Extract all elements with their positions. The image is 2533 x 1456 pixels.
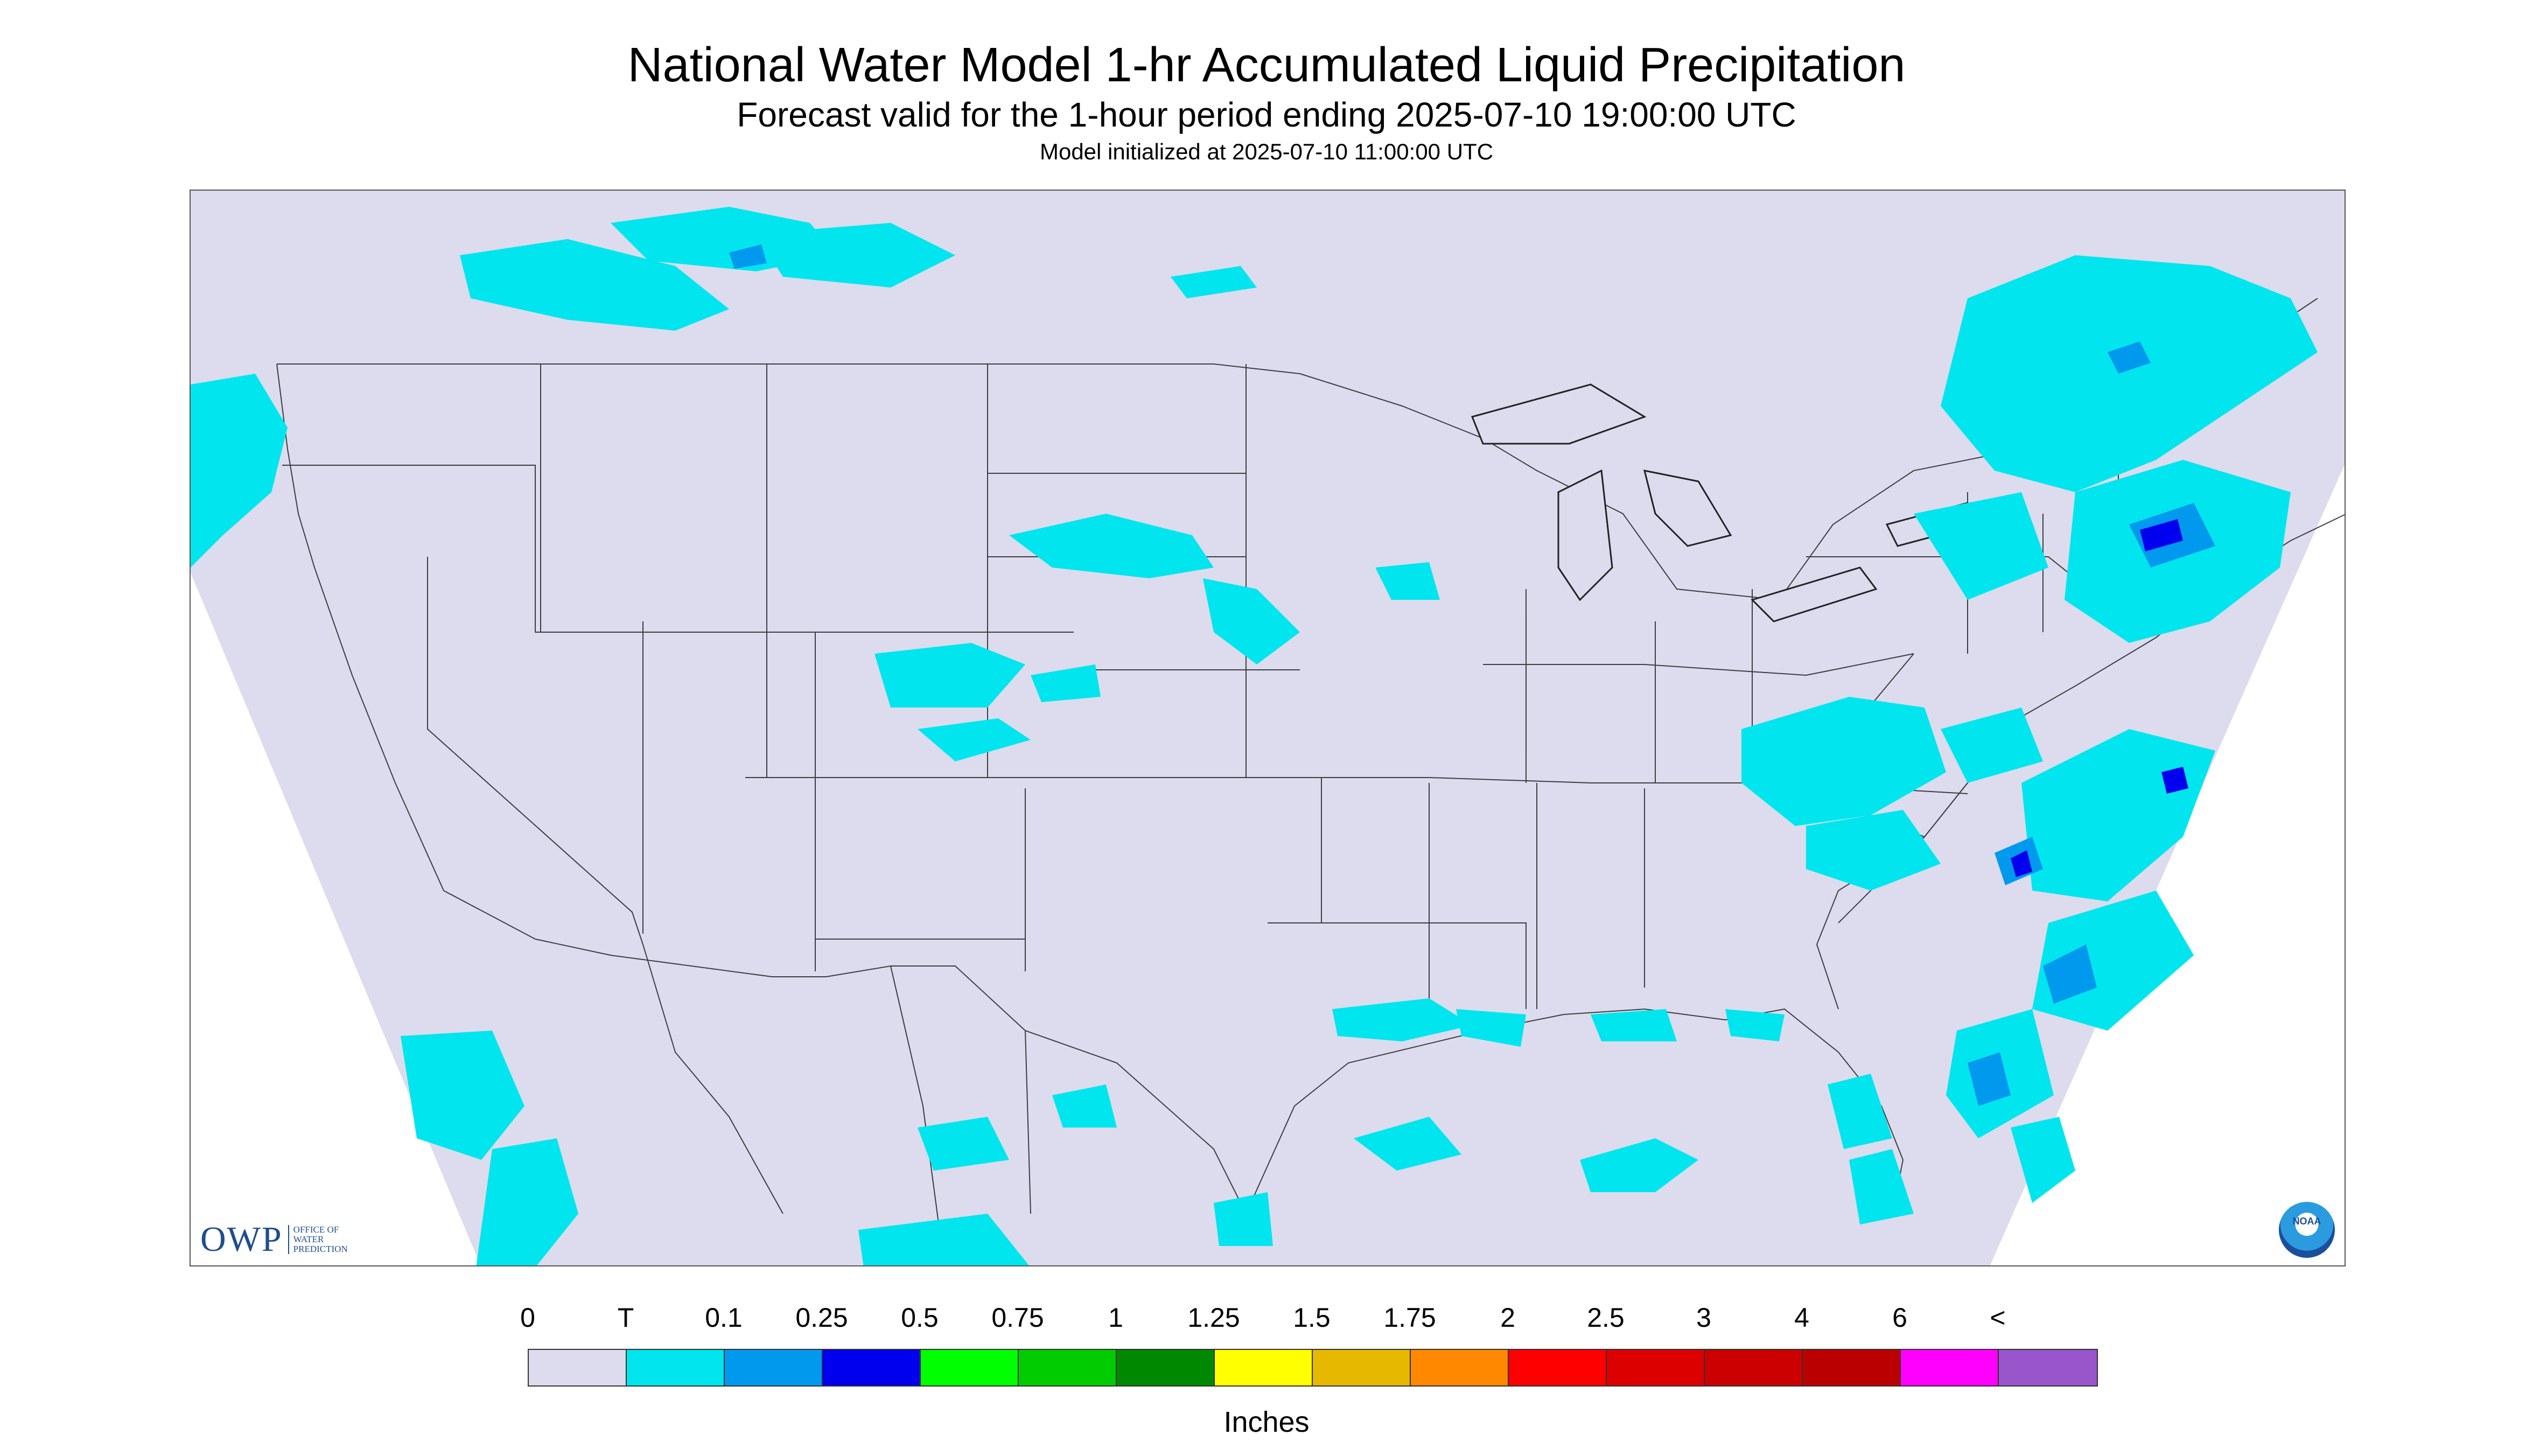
- noaa-logo: NOAA: [2279, 1202, 2335, 1258]
- legend-swatch: [725, 1350, 823, 1385]
- legend-label: 2.5: [1587, 1303, 1625, 1333]
- legend-color-bar: [528, 1349, 2098, 1387]
- legend-swatch: [1215, 1350, 1313, 1385]
- map-canvas: [191, 191, 2345, 1265]
- legend-label: 1.75: [1383, 1303, 1436, 1333]
- owp-logo: OWP OFFICE OF WATER PREDICTION: [200, 1220, 348, 1259]
- legend-labels: 0 T 0.1 0.25 0.5 0.75 1 1.25 1.5 1.75 2 2.5 3 4 6 <: [0, 1302, 2533, 1334]
- precip-trace-areas: [191, 207, 2318, 1265]
- state-borders: [276, 298, 2345, 1265]
- legend-label: T: [617, 1303, 634, 1333]
- legend-swatch: [529, 1350, 627, 1385]
- legend-swatch: [1411, 1350, 1509, 1385]
- legend-swatch: [1509, 1350, 1607, 1385]
- legend-label: 0.25: [795, 1303, 848, 1333]
- legend-swatch: [921, 1350, 1019, 1385]
- map-subtitle: Forecast valid for the 1-hour period end…: [737, 95, 1796, 134]
- legend-label: 2: [1500, 1303, 1515, 1333]
- map-title: National Water Model 1-hr Accumulated Li…: [627, 38, 1906, 92]
- legend-swatch: [823, 1350, 921, 1385]
- legend-label: 0.75: [991, 1303, 1044, 1333]
- legend-label: 0.1: [705, 1303, 743, 1333]
- legend-swatch: [1117, 1350, 1215, 1385]
- legend-label: <: [1990, 1303, 2006, 1333]
- legend-label: 1.5: [1293, 1303, 1331, 1333]
- model-domain: [191, 191, 2345, 1265]
- legend-label: 6: [1892, 1303, 1907, 1333]
- legend-label: 1.25: [1187, 1303, 1240, 1333]
- legend-swatch: [1607, 1350, 1705, 1385]
- legend-swatch: [1705, 1350, 1803, 1385]
- model-init-text: Model initialized at 2025-07-10 11:00:00…: [1039, 139, 1494, 164]
- legend-label: 0: [520, 1303, 535, 1333]
- legend-label: 0.5: [901, 1303, 939, 1333]
- legend-swatch: [1019, 1350, 1117, 1385]
- legend-swatch: [1901, 1350, 1999, 1385]
- precipitation-map: OWP OFFICE OF WATER PREDICTION NOAA: [190, 190, 2346, 1266]
- legend-swatch: [1999, 1350, 2097, 1385]
- precip-heavy-areas: [2011, 519, 2188, 877]
- legend-label: 4: [1794, 1303, 1809, 1333]
- legend-swatch: [627, 1350, 725, 1385]
- legend-label: 3: [1696, 1303, 1711, 1333]
- legend-swatch: [1313, 1350, 1411, 1385]
- legend-label: 1: [1108, 1303, 1123, 1333]
- legend-swatch: [1803, 1350, 1901, 1385]
- legend-units: Inches: [1223, 1406, 1310, 1438]
